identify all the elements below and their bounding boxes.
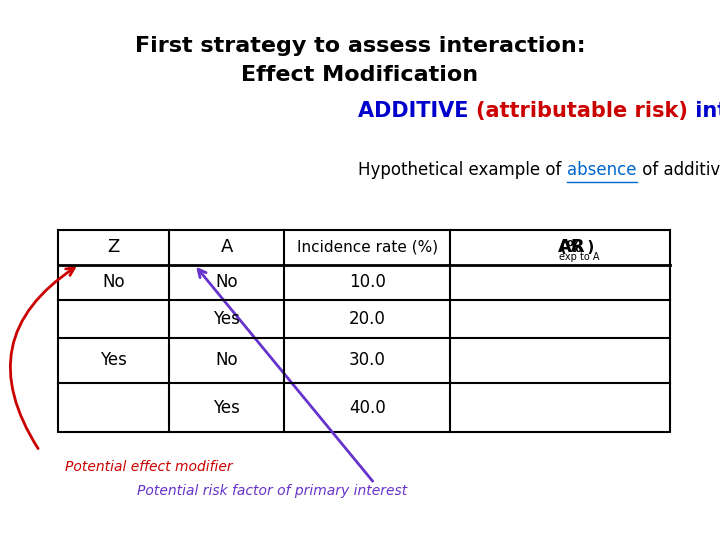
- Text: of additive interaction: of additive interaction: [636, 161, 720, 179]
- Text: 40.0: 40.0: [348, 399, 386, 417]
- Text: No: No: [215, 273, 238, 291]
- Text: 10.0: 10.0: [348, 273, 386, 291]
- Text: Potential effect modifier: Potential effect modifier: [65, 460, 233, 474]
- Text: Incidence rate (%): Incidence rate (%): [297, 240, 438, 254]
- Text: 30.0: 30.0: [348, 352, 386, 369]
- Text: (% ): (% ): [560, 240, 595, 254]
- Text: Z: Z: [107, 238, 120, 256]
- Text: Yes: Yes: [100, 352, 127, 369]
- Text: No: No: [102, 273, 125, 291]
- Text: Yes: Yes: [213, 399, 240, 417]
- Text: Hypothetical example of: Hypothetical example of: [359, 161, 567, 179]
- Text: absence: absence: [567, 161, 636, 179]
- Text: Potential risk factor of primary interest: Potential risk factor of primary interes…: [137, 484, 407, 498]
- Text: interaction: interaction: [688, 100, 720, 121]
- Text: AR: AR: [558, 238, 586, 256]
- Text: (attributable risk): (attributable risk): [476, 100, 688, 121]
- Text: 20.0: 20.0: [348, 309, 386, 328]
- Text: ADDITIVE: ADDITIVE: [359, 100, 476, 121]
- Text: exp to A: exp to A: [559, 252, 600, 262]
- FancyArrowPatch shape: [10, 268, 74, 449]
- Text: No: No: [215, 352, 238, 369]
- Text: First strategy to assess interaction:: First strategy to assess interaction:: [135, 36, 585, 56]
- Text: Effect Modification: Effect Modification: [241, 64, 479, 85]
- FancyArrowPatch shape: [198, 269, 373, 481]
- Text: Yes: Yes: [213, 309, 240, 328]
- Text: A: A: [220, 238, 233, 256]
